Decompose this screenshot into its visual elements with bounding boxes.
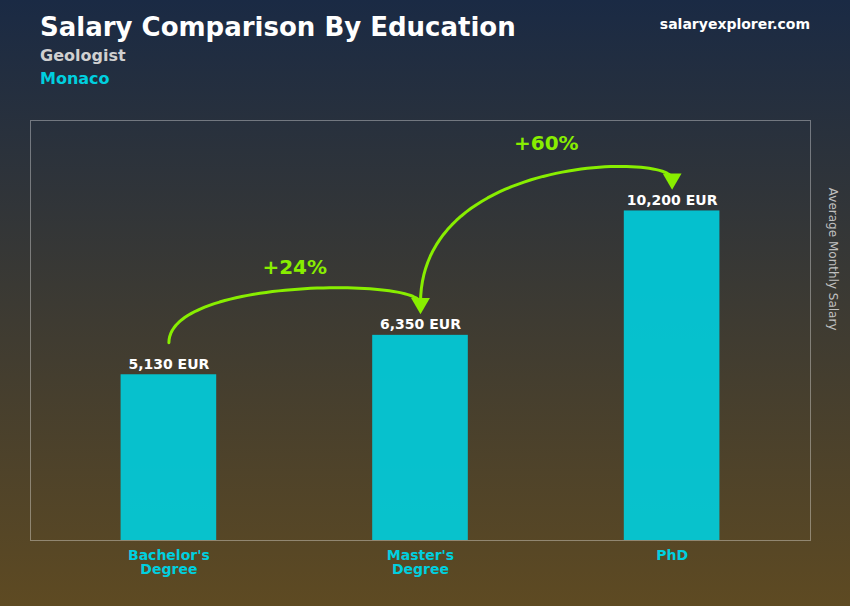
html-text:Geologist: Geologist: [40, 46, 126, 65]
svg-text:10,200 EUR: 10,200 EUR: [627, 192, 718, 208]
html-text:Monaco: Monaco: [40, 69, 110, 88]
svg-text:5,130 EUR: 5,130 EUR: [128, 356, 209, 372]
svg-text:+60%: +60%: [514, 131, 579, 155]
svg-text:Average Monthly Salary: Average Monthly Salary: [826, 188, 840, 331]
svg-text:+24%: +24%: [262, 255, 327, 279]
svg-text:PhD: PhD: [656, 547, 688, 563]
svg-text:6,350 EUR: 6,350 EUR: [380, 316, 461, 332]
html-text:salaryexplorer.com: salaryexplorer.com: [659, 16, 810, 32]
svg-text:Bachelor'sDegree: Bachelor'sDegree: [128, 547, 210, 577]
html-text:Salary Comparison By Education: Salary Comparison By Education: [40, 12, 516, 42]
svg-text:Master'sDegree: Master'sDegree: [387, 547, 454, 577]
